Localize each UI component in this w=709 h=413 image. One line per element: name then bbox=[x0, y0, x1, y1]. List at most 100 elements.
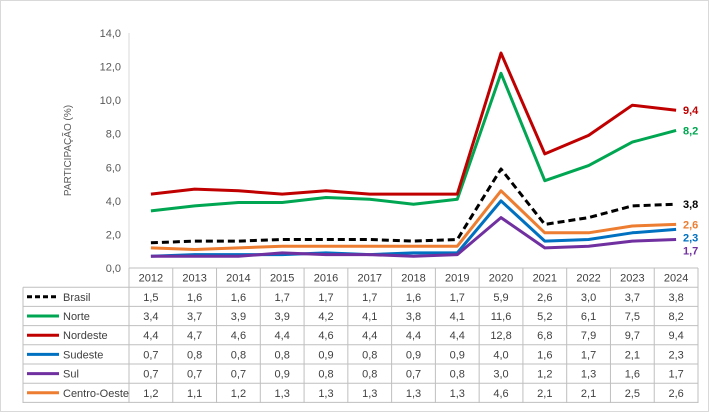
table-cell: 3,8 bbox=[668, 292, 683, 304]
table-cell: 4,6 bbox=[318, 330, 333, 342]
table-cell: 6,8 bbox=[537, 330, 552, 342]
table-cell: 0,8 bbox=[450, 369, 465, 381]
x-tick-label: 2016 bbox=[314, 273, 338, 285]
series-line-sul bbox=[150, 216, 677, 258]
table-cell: 1,3 bbox=[450, 388, 465, 400]
table-cell: 3,8 bbox=[406, 311, 421, 323]
y-tick-label: 6,0 bbox=[106, 162, 121, 174]
table-cell: 1,6 bbox=[625, 369, 640, 381]
end-label: 9,4 bbox=[683, 105, 699, 117]
table-cell: 4,6 bbox=[493, 388, 508, 400]
table-cell: 4,2 bbox=[318, 311, 333, 323]
end-label: 1,7 bbox=[683, 245, 698, 257]
x-tick-label: 2015 bbox=[270, 273, 294, 285]
table-cell: 0,7 bbox=[143, 369, 158, 381]
table-cell: 4,6 bbox=[231, 330, 246, 342]
y-axis-title: PARTICIPAÇÃO (%) bbox=[61, 105, 74, 196]
series-line-nordeste bbox=[150, 51, 677, 196]
table-cell: 1,5 bbox=[143, 292, 158, 304]
table-cell: 4,7 bbox=[187, 330, 202, 342]
x-tick-label: 2018 bbox=[401, 273, 425, 285]
table-cell: 11,6 bbox=[491, 311, 512, 323]
table-cell: 0,8 bbox=[231, 349, 246, 361]
table-cell: 0,9 bbox=[450, 349, 465, 361]
table-cell: 0,7 bbox=[187, 369, 202, 381]
x-tick-label: 2022 bbox=[576, 273, 600, 285]
table-cell: 1,6 bbox=[406, 292, 421, 304]
table-cell: 1,3 bbox=[362, 388, 377, 400]
table-cell: 1,7 bbox=[362, 292, 377, 304]
table-cell: 1,2 bbox=[231, 388, 246, 400]
table-cell: 0,9 bbox=[275, 369, 290, 381]
y-tick-label: 2,0 bbox=[106, 229, 121, 241]
table-cell: 4,4 bbox=[362, 330, 377, 342]
table-cell: 8,2 bbox=[668, 311, 683, 323]
table-cell: 0,7 bbox=[143, 349, 158, 361]
table-cell: 4,4 bbox=[406, 330, 421, 342]
table-cell: 4,1 bbox=[450, 311, 465, 323]
y-tick-label: 8,0 bbox=[106, 129, 121, 141]
table-cell: 1,1 bbox=[187, 388, 202, 400]
x-tick-label: 2014 bbox=[226, 273, 250, 285]
table-cell: 1,3 bbox=[275, 388, 290, 400]
table-cell: 2,6 bbox=[668, 388, 683, 400]
table-cell: 2,1 bbox=[581, 388, 596, 400]
table-cell: 0,8 bbox=[362, 349, 377, 361]
x-tick-label: 2017 bbox=[357, 273, 381, 285]
legend-entry: Centro-Oeste bbox=[63, 388, 129, 400]
end-label: 3,8 bbox=[683, 199, 698, 211]
series-line-norte bbox=[150, 71, 677, 213]
table-cell: 0,8 bbox=[318, 369, 333, 381]
table-cell: 1,3 bbox=[581, 369, 596, 381]
legend-entry: Nordeste bbox=[63, 330, 108, 342]
table-cell: 5,2 bbox=[537, 311, 552, 323]
table-cell: 7,9 bbox=[581, 330, 596, 342]
table-cell: 1,7 bbox=[450, 292, 465, 304]
table-cell: 3,7 bbox=[625, 292, 640, 304]
table-cell: 4,4 bbox=[450, 330, 465, 342]
series-line-sudeste bbox=[150, 199, 677, 258]
x-tick-label: 2024 bbox=[664, 273, 688, 285]
table-cell: 3,7 bbox=[187, 311, 202, 323]
x-tick-label: 2013 bbox=[182, 273, 206, 285]
table-cell: 1,7 bbox=[318, 292, 333, 304]
table-cell: 3,0 bbox=[581, 292, 596, 304]
table-cell: 1,3 bbox=[406, 388, 421, 400]
y-tick-label: 4,0 bbox=[106, 196, 121, 208]
y-tick-label: 12,0 bbox=[100, 62, 121, 74]
table-cell: 1,6 bbox=[231, 292, 246, 304]
table-cell: 2,3 bbox=[668, 349, 683, 361]
table-cell: 5,9 bbox=[493, 292, 508, 304]
end-label: 2,3 bbox=[683, 232, 698, 244]
table-cell: 4,4 bbox=[143, 330, 158, 342]
table-cell: 4,4 bbox=[275, 330, 290, 342]
end-label: 2,6 bbox=[683, 219, 698, 231]
y-tick-label: 14,0 bbox=[100, 28, 121, 40]
legend-entry: Norte bbox=[63, 311, 90, 323]
table-cell: 1,6 bbox=[187, 292, 202, 304]
table-cell: 0,7 bbox=[231, 369, 246, 381]
table-cell: 12,8 bbox=[490, 330, 511, 342]
y-tick-label: 10,0 bbox=[100, 95, 121, 107]
legend-entry: Sul bbox=[63, 369, 79, 381]
table-cell: 1,7 bbox=[275, 292, 290, 304]
series-line-centro-oeste bbox=[150, 189, 677, 251]
table-cell: 1,2 bbox=[537, 369, 552, 381]
table-cell: 7,5 bbox=[625, 311, 640, 323]
table-cell: 2,6 bbox=[537, 292, 552, 304]
table-cell: 1,3 bbox=[318, 388, 333, 400]
table-cell: 0,9 bbox=[406, 349, 421, 361]
table-cell: 4,1 bbox=[362, 311, 377, 323]
legend-entry: Brasil bbox=[63, 292, 91, 304]
table-cell: 3,9 bbox=[231, 311, 246, 323]
table-cell: 0,7 bbox=[406, 369, 421, 381]
table-cell: 0,8 bbox=[187, 349, 202, 361]
x-tick-label: 2019 bbox=[445, 273, 469, 285]
table-cell: 2,5 bbox=[625, 388, 640, 400]
x-tick-label: 2012 bbox=[139, 273, 163, 285]
table-cell: 1,7 bbox=[581, 349, 596, 361]
table-cell: 0,8 bbox=[362, 369, 377, 381]
table-cell: 9,4 bbox=[668, 330, 683, 342]
